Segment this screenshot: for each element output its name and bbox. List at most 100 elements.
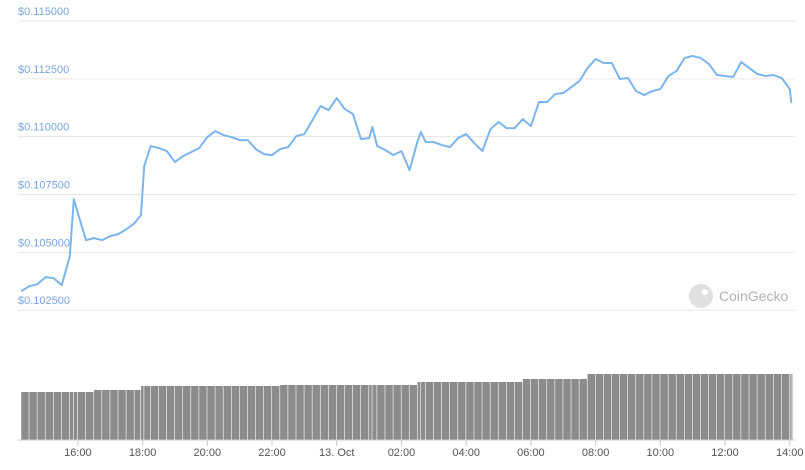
watermark-text: CoinGecko — [719, 288, 788, 304]
volume-bar — [627, 374, 636, 440]
volume-bar — [579, 379, 587, 440]
volume-bar — [401, 385, 409, 440]
volume-bar — [538, 379, 547, 440]
volume-bar — [199, 386, 207, 440]
volume-bar — [619, 374, 628, 440]
volume-bar — [603, 374, 612, 440]
volume-bar — [361, 385, 369, 440]
volume-bar — [571, 379, 579, 440]
volume-bar — [304, 385, 312, 440]
y-tick-label: $0.105000 — [18, 237, 70, 249]
volume-bar — [441, 382, 450, 440]
volume-bar — [140, 386, 144, 440]
volume-bar — [69, 392, 74, 440]
volume-bar — [280, 385, 288, 440]
volume-bar — [320, 385, 329, 440]
volume-bar — [668, 374, 676, 440]
y-tick-label: $0.115000 — [18, 6, 69, 18]
volume-bar — [183, 386, 191, 440]
volume-bar — [223, 386, 231, 440]
volume-bar — [134, 390, 141, 440]
volume-bar — [393, 385, 401, 440]
volume-bar — [644, 374, 652, 440]
volume-bar — [482, 382, 490, 440]
volume-bar — [377, 385, 385, 440]
volume-bar — [296, 385, 304, 440]
y-tick-label: $0.102500 — [18, 295, 70, 307]
x-tick-label: 12:00 — [711, 447, 739, 459]
y-tick-label: $0.112500 — [18, 64, 69, 76]
volume-bar — [474, 382, 482, 440]
volume-bar — [757, 374, 765, 440]
volume-bar — [563, 379, 571, 440]
volume-bar — [676, 374, 684, 440]
x-tick-label: 16:00 — [64, 447, 92, 459]
plot: $0.115000 $0.112500 $0.110000 $0.107500 $0.1… — [18, 6, 804, 459]
volume-bar — [611, 374, 620, 440]
volume-bar — [506, 382, 515, 440]
volume-bar — [587, 374, 596, 440]
volume-bar — [409, 385, 418, 440]
volume-bar — [490, 382, 498, 440]
volume-bar — [716, 374, 725, 440]
price-line — [20, 55, 793, 293]
volume-bar — [425, 382, 434, 440]
x-tick-label: 02:00 — [388, 447, 416, 459]
y-tick-label: $0.110000 — [18, 122, 69, 134]
volume-bar — [765, 374, 773, 440]
volume-bar — [498, 382, 507, 440]
volume-bar — [21, 392, 29, 440]
volume-bar — [144, 386, 151, 440]
volume-bar — [636, 374, 644, 440]
volume-bar — [231, 386, 240, 440]
volume-bar — [733, 374, 741, 440]
x-tick-label: 04:00 — [452, 447, 480, 459]
volume-bar — [749, 374, 757, 440]
volume-bar — [433, 382, 442, 440]
volume-bar — [466, 382, 474, 440]
volume-bar — [725, 374, 733, 440]
volume-bar — [255, 386, 264, 440]
volume-bar — [73, 392, 78, 440]
volume-bar — [263, 386, 272, 440]
watermark-logo — [689, 284, 713, 308]
volume-bar — [85, 392, 94, 440]
y-tick-label: $0.107500 — [18, 180, 70, 192]
volume-bar — [166, 386, 175, 440]
volume-bar — [458, 382, 466, 440]
volume-bar — [420, 382, 426, 440]
volume-bar — [369, 385, 372, 440]
x-tick-label: 18:00 — [129, 447, 157, 459]
volume-bar — [207, 386, 215, 440]
volume-bar — [126, 390, 134, 440]
volume-bar — [37, 392, 45, 440]
volume-bar — [328, 385, 337, 440]
volume-bar — [312, 385, 320, 440]
volume-bar — [514, 382, 523, 440]
volume-bar — [247, 386, 256, 440]
volume-bar — [29, 392, 37, 440]
volume-bar — [791, 374, 793, 440]
volume-bar — [352, 385, 361, 440]
volume-bar — [700, 374, 709, 440]
volume-bar — [215, 386, 223, 440]
volume-bar — [239, 386, 248, 440]
volume-bar — [789, 374, 791, 440]
volume-bar — [417, 382, 421, 440]
volume-bar — [660, 374, 668, 440]
volume-bar — [45, 392, 53, 440]
volume-bar — [288, 385, 296, 440]
volume-bar — [781, 374, 790, 440]
x-tick-label: 14:00 — [776, 447, 804, 459]
watermark: CoinGecko — [689, 284, 788, 308]
volume-bar — [652, 374, 660, 440]
watermark-logo-eye — [702, 289, 708, 295]
volume-bar — [174, 386, 183, 440]
volume-bar — [53, 392, 62, 440]
x-tick-label: 08:00 — [582, 447, 610, 459]
volume-bar — [385, 385, 393, 440]
x-tick-label: 10:00 — [647, 447, 675, 459]
volume-bar — [684, 374, 693, 440]
volume-bar — [336, 385, 345, 440]
